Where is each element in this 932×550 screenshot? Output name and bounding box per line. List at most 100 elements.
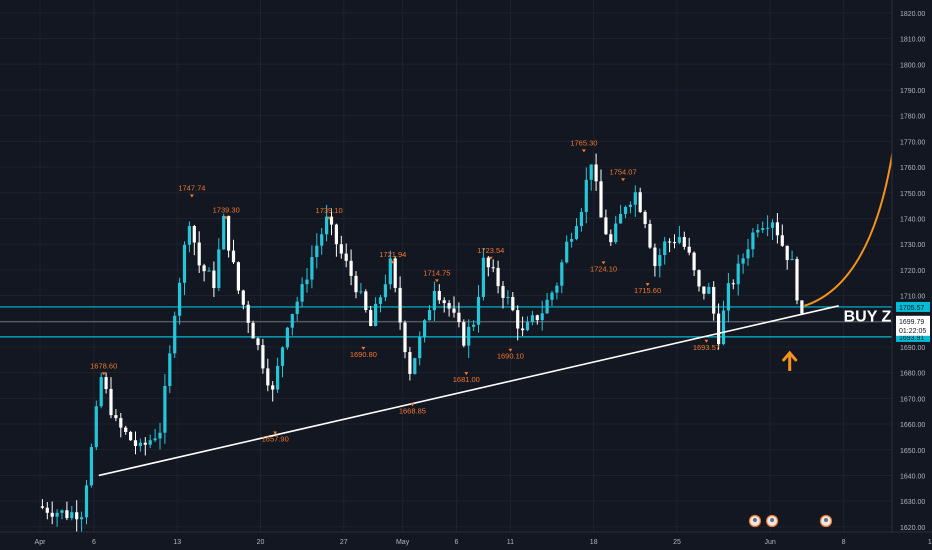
candle-down[interactable] xyxy=(227,215,231,251)
candle-down[interactable] xyxy=(437,291,441,301)
candle-up[interactable] xyxy=(388,258,392,285)
candle-down[interactable] xyxy=(648,223,652,248)
candle-down[interactable] xyxy=(408,352,412,374)
candle-up[interactable] xyxy=(432,291,436,311)
price-line-tag[interactable] xyxy=(896,331,930,342)
candle-down[interactable] xyxy=(251,322,255,339)
price-axis[interactable]: 1620.00 1630.00 1640.00 1650.00 1660.00 1670.… xyxy=(891,0,932,550)
candle-down[interactable] xyxy=(241,290,245,305)
candle-up[interactable] xyxy=(726,283,730,311)
trendline[interactable] xyxy=(98,305,839,477)
candle-down[interactable] xyxy=(785,245,789,261)
candle-down[interactable] xyxy=(329,216,334,225)
candle-up[interactable] xyxy=(310,257,314,280)
candle-down[interactable] xyxy=(334,224,338,245)
candle-up[interactable] xyxy=(721,310,726,345)
candle-down[interactable] xyxy=(604,217,608,235)
support-zone-lines[interactable] xyxy=(0,306,892,338)
price-line-tag[interactable] xyxy=(896,301,930,312)
candle-down[interactable] xyxy=(457,312,461,323)
candle-up[interactable] xyxy=(168,353,172,386)
candle-down[interactable] xyxy=(511,296,515,311)
candle-down[interactable] xyxy=(496,267,500,287)
candle-up[interactable] xyxy=(756,229,760,233)
candle-down[interactable] xyxy=(668,241,672,243)
candle-down[interactable] xyxy=(256,338,260,346)
time-axis[interactable]: Apr 6 13 20 27 May 6 11 18 25 Jun 8 15 xyxy=(0,531,932,550)
candle-up[interactable] xyxy=(506,296,510,298)
candle-up[interactable] xyxy=(217,249,221,289)
candle-up[interactable] xyxy=(751,232,755,250)
candle-down[interactable] xyxy=(501,286,505,298)
candle-up[interactable] xyxy=(540,313,544,321)
candle-up[interactable] xyxy=(545,299,549,314)
candle-down[interactable] xyxy=(462,322,466,346)
candle-down[interactable] xyxy=(271,385,275,390)
candle-up[interactable] xyxy=(320,234,324,246)
candle-down[interactable] xyxy=(114,415,118,419)
candle-up[interactable] xyxy=(300,284,304,302)
candle-down[interactable] xyxy=(40,506,44,508)
candlesticks[interactable] xyxy=(40,153,804,532)
candle-up[interactable] xyxy=(374,303,378,326)
candle-up[interactable] xyxy=(614,223,618,243)
candle-up[interactable] xyxy=(163,385,167,433)
candle-down[interactable] xyxy=(202,265,206,272)
candle-up[interactable] xyxy=(530,315,534,323)
candle-up[interactable] xyxy=(570,239,574,242)
candle-down[interactable] xyxy=(692,252,696,271)
candle-up[interactable] xyxy=(276,365,280,390)
candle-up[interactable] xyxy=(325,216,329,235)
candle-up[interactable] xyxy=(413,358,417,374)
candle-up[interactable] xyxy=(746,249,750,259)
candle-up[interactable] xyxy=(285,327,289,348)
candle-down[interactable] xyxy=(109,389,113,416)
candle-up[interactable] xyxy=(467,326,471,346)
candle-down[interactable] xyxy=(609,234,613,243)
candle-up[interactable] xyxy=(423,320,427,338)
candle-up[interactable] xyxy=(378,297,383,304)
candle-up[interactable] xyxy=(619,213,623,224)
candle-up[interactable] xyxy=(148,440,152,445)
candle-down[interactable] xyxy=(800,300,804,314)
candle-down[interactable] xyxy=(349,260,353,276)
candle-up[interactable] xyxy=(55,512,59,517)
candle-up[interactable] xyxy=(761,228,765,230)
candle-down[interactable] xyxy=(697,270,701,287)
candle-up[interactable] xyxy=(187,226,191,245)
candle-up[interactable] xyxy=(315,245,319,258)
candle-down[interactable] xyxy=(594,164,598,182)
candle-down[interactable] xyxy=(599,181,603,218)
candle-up[interactable] xyxy=(589,164,593,180)
candle-down[interactable] xyxy=(266,368,270,386)
candle-up[interactable] xyxy=(555,285,559,293)
candle-up[interactable] xyxy=(60,510,64,513)
candle-up[interactable] xyxy=(99,377,103,407)
candle-up[interactable] xyxy=(472,324,476,327)
candle-down[interactable] xyxy=(393,258,397,288)
candle-up[interactable] xyxy=(481,257,485,297)
candle-up[interactable] xyxy=(741,258,745,264)
candle-up[interactable] xyxy=(623,206,628,214)
candle-down[interactable] xyxy=(236,262,240,291)
candle-down[interactable] xyxy=(447,303,451,309)
candle-up[interactable] xyxy=(736,263,740,285)
candle-up[interactable] xyxy=(222,215,226,250)
candle-down[interactable] xyxy=(344,253,348,261)
candle-down[interactable] xyxy=(731,283,735,285)
candle-down[interactable] xyxy=(364,291,368,310)
candle-up[interactable] xyxy=(770,222,775,228)
candle-down[interactable] xyxy=(521,328,525,331)
candle-down[interactable] xyxy=(672,242,677,244)
candle-up[interactable] xyxy=(383,284,387,298)
candle-down[interactable] xyxy=(197,242,201,266)
candle-down[interactable] xyxy=(354,275,358,293)
candle-up[interactable] xyxy=(677,237,681,243)
candle-up[interactable] xyxy=(178,282,182,316)
candle-down[interactable] xyxy=(369,309,373,326)
candle-up[interactable] xyxy=(84,485,89,518)
candle-up[interactable] xyxy=(790,259,794,261)
candle-up[interactable] xyxy=(173,315,177,354)
candle-up[interactable] xyxy=(579,211,583,227)
